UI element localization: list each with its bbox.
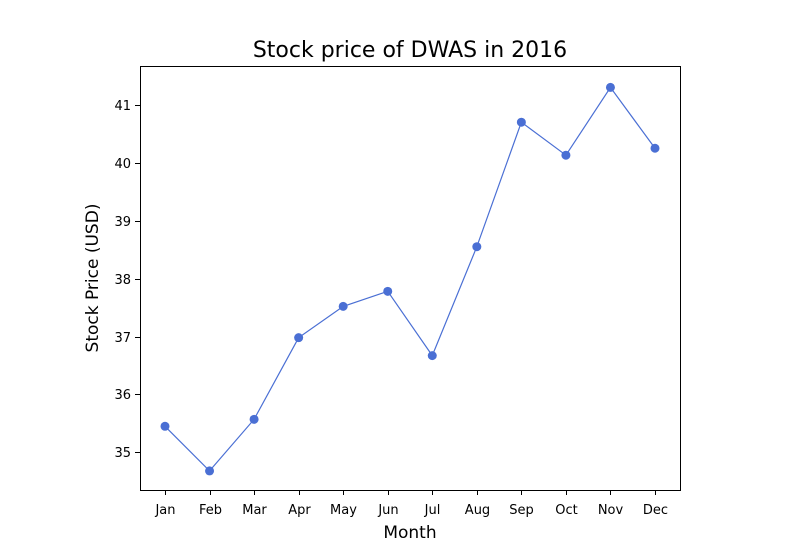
x-axis-label: Month [383, 523, 436, 543]
data-point-aug [472, 242, 482, 252]
y-axis-label: Stock Price (USD) [83, 204, 103, 353]
plot-frame [140, 66, 681, 491]
x-tick-label: Jan [154, 503, 175, 518]
data-point-jan [160, 421, 170, 431]
data-point-mar [249, 414, 259, 424]
data-point-may [338, 301, 348, 311]
chart-title: Stock price of DWAS in 2016 [253, 38, 567, 63]
y-tick-label: 41 [114, 99, 131, 114]
y-tick-label: 36 [114, 388, 131, 403]
data-point-sep [516, 117, 526, 127]
x-tick-label: Jun [377, 503, 398, 518]
data-point-jun [383, 286, 393, 296]
y-tick-label: 40 [114, 157, 131, 172]
data-point-oct [561, 150, 571, 160]
x-tick-label: Dec [643, 503, 668, 518]
data-point-feb [205, 466, 215, 476]
y-tick-label: 37 [114, 331, 131, 346]
data-point-apr [294, 333, 304, 343]
x-tick-label: Mar [242, 503, 267, 518]
x-tick-label: May [330, 503, 357, 518]
y-axis: 35 36 37 38 39 40 41 [114, 99, 140, 461]
data-point-nov [605, 82, 615, 92]
x-tick-label: Oct [555, 503, 577, 518]
x-tick-label: Jul [424, 503, 441, 518]
series-layer [160, 82, 660, 476]
x-tick-label: Apr [288, 503, 311, 518]
y-tick-label: 39 [114, 215, 131, 230]
series-line [164, 86, 656, 472]
data-point-dec [650, 143, 660, 153]
x-tick-label: Aug [465, 503, 490, 518]
x-tick-label: Sep [509, 503, 534, 518]
x-tick-label: Feb [199, 503, 222, 518]
y-tick-label: 35 [114, 446, 131, 461]
y-tick-label: 38 [114, 273, 131, 288]
x-tick-label: Nov [598, 503, 624, 518]
x-axis: Jan Feb Mar Apr May Jun Jul Aug Sep Oct Nov Dec [154, 490, 668, 518]
data-point-jul [427, 351, 437, 361]
